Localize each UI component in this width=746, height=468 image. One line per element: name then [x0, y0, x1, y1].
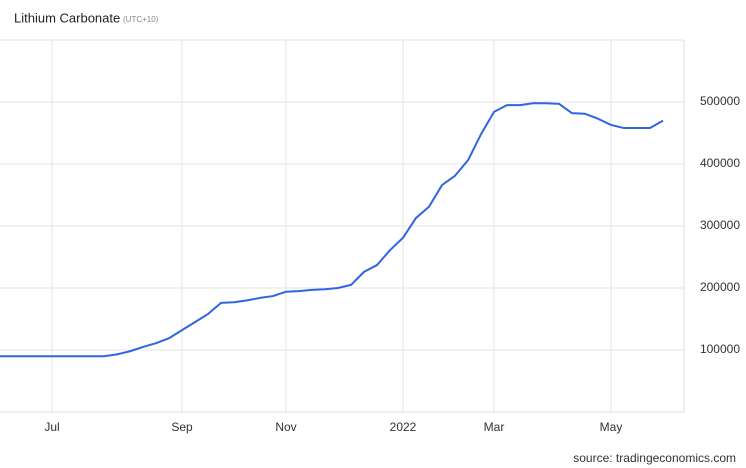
x-tick-label: Mar	[484, 420, 505, 434]
x-tick-label: Nov	[275, 420, 296, 434]
x-tick-label: May	[600, 420, 623, 434]
y-tick-label: 200000	[700, 280, 740, 294]
y-tick-label: 100000	[700, 342, 740, 356]
x-tick-label: 2022	[390, 420, 417, 434]
source: source: tradingeconomics.com	[573, 451, 736, 465]
chart-title: Lithium Carbonate	[14, 10, 120, 25]
y-tick-label: 400000	[700, 156, 740, 170]
chart-subtitle: (UTC+10)	[123, 15, 159, 24]
y-tick-label: 500000	[700, 94, 740, 108]
x-tick-label: Jul	[44, 420, 59, 434]
data-line	[0, 102, 664, 358]
x-tick-label: Sep	[171, 420, 193, 434]
y-tick-label: 300000	[700, 218, 740, 232]
